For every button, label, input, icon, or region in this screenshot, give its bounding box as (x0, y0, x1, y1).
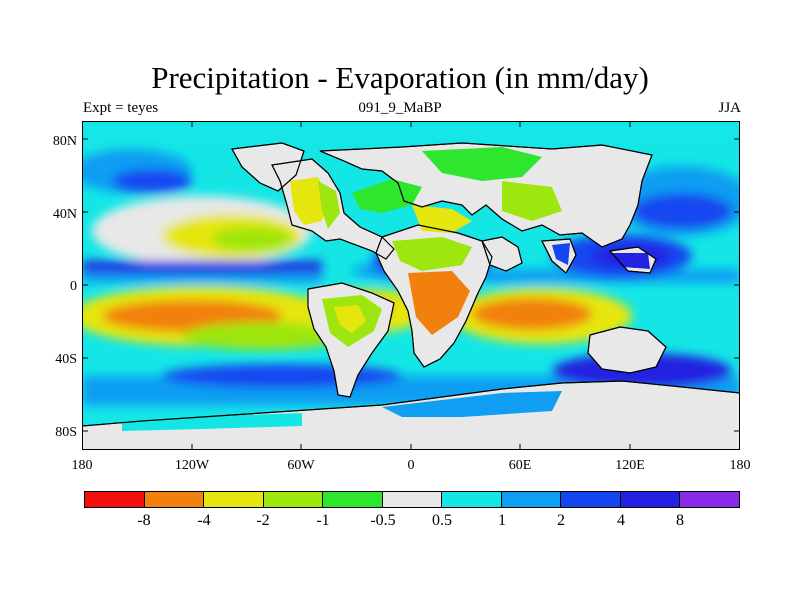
lon-tick-label: 120E (615, 458, 645, 473)
season-label: JJA (718, 100, 741, 116)
experiment-label: Expt = teyes (83, 100, 159, 116)
lon-tick-label: 0 (407, 458, 415, 473)
precipitation-evaporation-map (82, 121, 740, 450)
legend-swatch (204, 492, 264, 507)
legend-swatch (323, 492, 383, 507)
legend-label: 0.5 (432, 512, 452, 529)
legend-label: 2 (557, 512, 565, 529)
lon-tick-label: 60W (287, 458, 315, 473)
legend-swatch (85, 492, 145, 507)
lat-tick-label: 80N (52, 134, 77, 149)
legend-swatch (561, 492, 621, 507)
legend-label: 4 (617, 512, 625, 529)
land-field (122, 147, 722, 431)
lat-tick-label: 40N (52, 207, 77, 222)
legend-swatch (680, 492, 740, 507)
legend-swatch (382, 492, 443, 507)
color-legend-bar (84, 491, 740, 508)
lat-tick-label: 0 (70, 279, 77, 294)
legend-label: -0.5 (370, 512, 396, 529)
legend-swatch (144, 492, 205, 507)
lat-tick-label: 80S (55, 425, 77, 440)
lon-tick-label: 60E (508, 458, 532, 473)
legend-swatch (263, 492, 324, 507)
legend-swatch (442, 492, 502, 507)
time-slice-label: 091_9_MaBP (358, 100, 442, 116)
legend-label: -4 (197, 512, 211, 529)
lon-tick-label: 180 (71, 458, 93, 473)
lon-tick-label: 120W (174, 458, 210, 473)
lon-tick-label: 180 (729, 458, 751, 473)
legend-label: -2 (256, 512, 270, 529)
map-ticks (82, 121, 740, 450)
legend-swatch (501, 492, 562, 507)
coastlines (82, 142, 740, 427)
legend-label: -8 (137, 512, 151, 529)
legend-label: 1 (498, 512, 506, 529)
map-title: Precipitation - Evaporation (in mm/day) (151, 60, 649, 95)
legend-swatch (620, 492, 681, 507)
legend-label: 8 (676, 512, 684, 529)
legend-label: -1 (316, 512, 330, 529)
lat-tick-label: 40S (55, 352, 77, 367)
